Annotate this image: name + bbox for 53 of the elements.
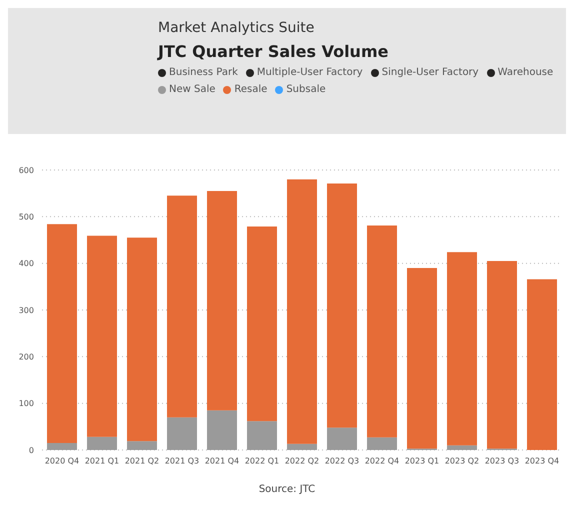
bar xyxy=(527,279,557,450)
legend-label: Business Park xyxy=(168,67,238,78)
legend-label: Warehouse xyxy=(496,67,554,78)
legend-label: New Sale xyxy=(168,84,216,95)
y-tick-label: 600 xyxy=(18,166,34,175)
x-tick-label: 2021 Q4 xyxy=(204,456,240,466)
bar xyxy=(127,238,157,442)
bar xyxy=(407,268,437,449)
x-tick-label: 2022 Q3 xyxy=(324,456,360,466)
bar xyxy=(87,236,117,437)
chart-subtitle: Market Analytics Suite xyxy=(158,20,316,36)
x-tick-label: 2022 Q4 xyxy=(364,456,400,466)
bar xyxy=(327,184,357,428)
legend-label: Single-User Factory xyxy=(380,67,479,78)
bar xyxy=(207,410,237,450)
x-tick-label: 2023 Q4 xyxy=(524,456,560,466)
y-tick-label: 500 xyxy=(18,212,34,222)
x-tick-label: 2021 Q1 xyxy=(84,456,120,466)
bar xyxy=(287,444,317,450)
bar xyxy=(367,437,397,450)
bar xyxy=(487,261,517,449)
bar xyxy=(87,436,117,450)
legend-label: Resale xyxy=(233,84,268,95)
bar xyxy=(167,196,197,418)
x-tick-label: 2020 Q4 xyxy=(44,456,80,466)
bar xyxy=(167,417,197,450)
x-tick-label: 2021 Q2 xyxy=(124,456,160,466)
chart-title: JTC Quarter Sales Volume xyxy=(158,42,390,61)
bar xyxy=(287,179,317,444)
x-tick-label: 2022 Q1 xyxy=(244,456,280,466)
x-tick-label: 2023 Q1 xyxy=(404,456,440,466)
x-tick-label: 2023 Q3 xyxy=(484,456,520,466)
y-tick-label: 100 xyxy=(18,399,34,408)
y-tick-label: 200 xyxy=(18,352,34,362)
legend-label: Multiple-User Factory xyxy=(256,67,363,78)
bar xyxy=(327,428,357,450)
bar xyxy=(247,226,277,422)
x-tick-label: 2021 Q3 xyxy=(164,456,200,466)
y-tick-label: 300 xyxy=(18,306,34,315)
bar xyxy=(47,443,77,450)
y-tick-label: 400 xyxy=(18,259,34,268)
y-tick-label: 0 xyxy=(28,446,34,455)
bar xyxy=(367,226,397,438)
x-tick-label: 2023 Q2 xyxy=(444,456,480,466)
bar xyxy=(207,191,237,410)
bar xyxy=(247,421,277,450)
bar xyxy=(447,445,477,450)
legend-label: Subsale xyxy=(285,84,326,95)
source-note: Source: JTC xyxy=(258,484,316,495)
x-tick-label: 2022 Q2 xyxy=(284,456,320,466)
bar xyxy=(447,252,477,446)
bar xyxy=(47,224,77,443)
bar xyxy=(127,441,157,450)
